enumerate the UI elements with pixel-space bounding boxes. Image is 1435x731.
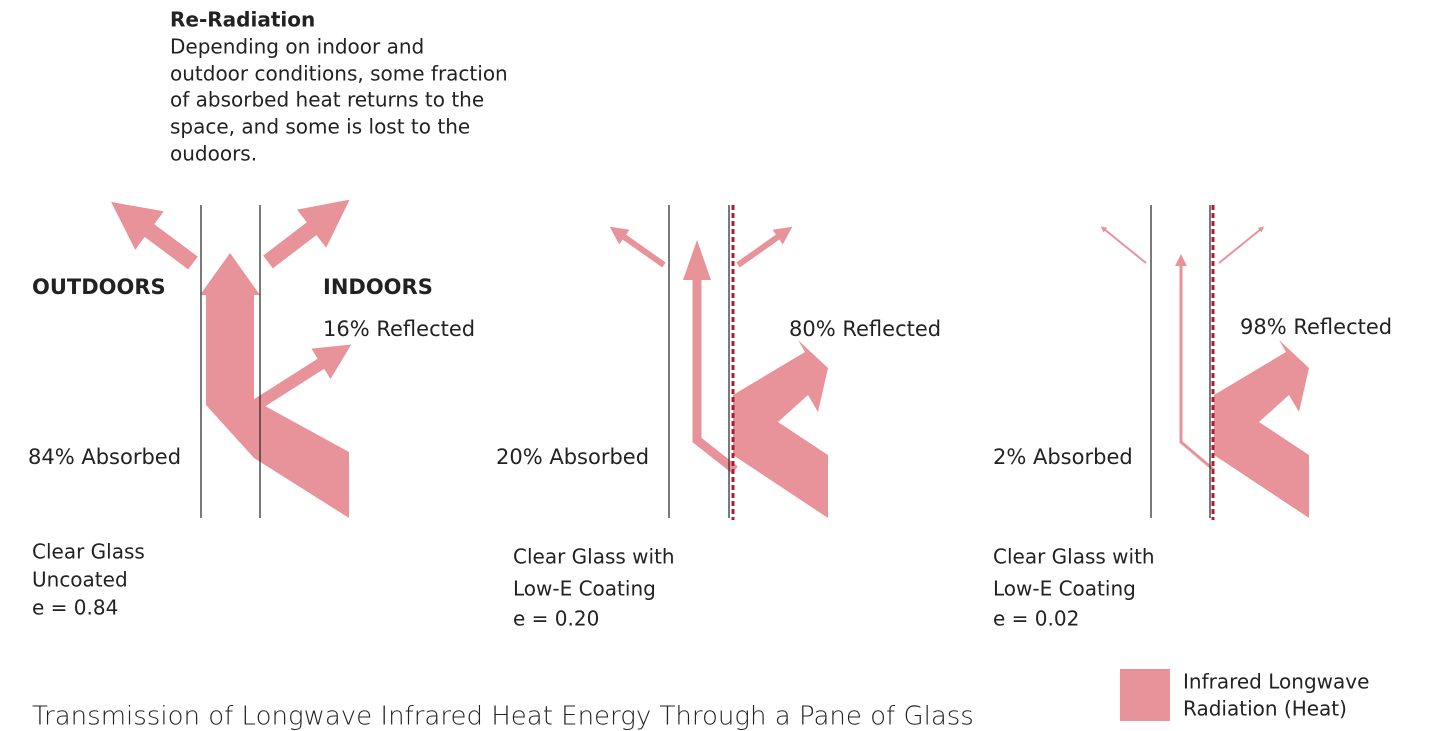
reradiation-arrow	[263, 199, 350, 269]
absorbed-arrow-head	[1175, 254, 1187, 266]
absorbed-arrow	[692, 272, 738, 474]
caption: Low-E Coating	[513, 577, 656, 601]
diagram-title: Transmission of Longwave Infrared Heat E…	[32, 702, 974, 731]
legend-label: Infrared Longwave	[1183, 670, 1369, 694]
heat-arrow	[733, 340, 828, 518]
absorbed-label: 2% Absorbed	[993, 445, 1133, 469]
legend-swatch	[1120, 669, 1170, 721]
heat-arrow	[200, 253, 349, 518]
panel-uncoated: OUTDOORS INDOORS 16% Reflected 84% Absor…	[28, 199, 475, 620]
reradiation-arrow	[1218, 226, 1265, 264]
re-radiation-text: outdoor conditions, some fraction	[170, 62, 508, 86]
legend-label: Radiation (Heat)	[1183, 697, 1347, 721]
re-radiation-text: oudoors.	[170, 142, 257, 166]
reradiation-arrow	[1100, 226, 1147, 264]
caption: Clear Glass with	[993, 545, 1155, 569]
caption: Clear Glass	[32, 540, 145, 564]
absorbed-arrow-head	[683, 240, 711, 280]
panel-lowe-020: 80% Reflected 20% Absorbed Clear Glass w…	[496, 205, 941, 631]
indoors-label: INDOORS	[323, 275, 433, 299]
reradiation-arrow	[609, 226, 666, 268]
heat-arrow	[1214, 340, 1309, 518]
re-radiation-text: space, and some is lost to the	[170, 115, 470, 139]
reflected-label: 16% Reflected	[323, 317, 475, 341]
caption: e = 0.02	[993, 607, 1079, 631]
re-radiation-text: Depending on indoor and	[170, 35, 424, 59]
re-radiation-title: Re-Radiation	[170, 8, 315, 32]
reflected-label: 98% Reflected	[1240, 315, 1392, 339]
caption: Low-E Coating	[993, 577, 1136, 601]
reflected-label: 80% Reflected	[789, 317, 941, 341]
caption: Clear Glass with	[513, 545, 675, 569]
reflected-arrow	[252, 344, 352, 411]
panel-lowe-002: 98% Reflected 2% Absorbed Clear Glass wi…	[993, 205, 1392, 631]
caption: e = 0.84	[32, 596, 118, 620]
reradiation-arrow	[111, 201, 198, 270]
caption: Uncoated	[32, 568, 128, 592]
absorbed-arrow	[1179, 264, 1215, 472]
absorbed-label: 20% Absorbed	[496, 445, 649, 469]
reradiation-arrow	[736, 226, 793, 268]
caption: e = 0.20	[513, 607, 599, 631]
outdoors-label: OUTDOORS	[32, 275, 166, 299]
absorbed-label: 84% Absorbed	[28, 445, 181, 469]
re-radiation-text: of absorbed heat returns to the	[170, 88, 484, 112]
